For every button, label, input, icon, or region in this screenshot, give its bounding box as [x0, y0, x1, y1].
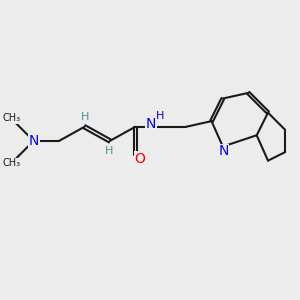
Text: CH₃: CH₃ [2, 158, 20, 169]
Text: N: N [146, 117, 157, 130]
Text: N: N [218, 144, 229, 158]
Text: O: O [135, 152, 146, 166]
Text: N: N [28, 134, 39, 148]
Text: H: H [156, 111, 164, 121]
Text: H: H [105, 146, 113, 156]
Text: H: H [81, 112, 89, 122]
Text: CH₃: CH₃ [2, 113, 20, 123]
